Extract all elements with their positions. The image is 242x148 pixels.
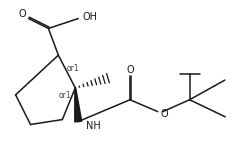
Text: or1: or1 <box>66 63 79 73</box>
Text: NH: NH <box>86 120 101 131</box>
Text: O: O <box>19 9 26 18</box>
Text: or1: or1 <box>58 91 71 100</box>
Text: O: O <box>161 109 169 119</box>
Polygon shape <box>75 88 82 122</box>
Text: O: O <box>126 65 134 75</box>
Text: OH: OH <box>82 12 97 22</box>
